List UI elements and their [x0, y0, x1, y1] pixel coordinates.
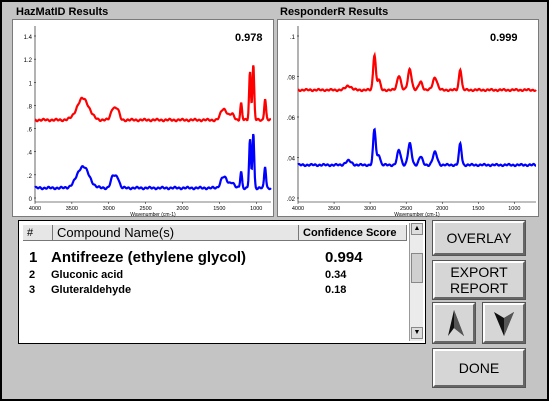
arrow-up-icon [448, 310, 464, 336]
result-row-number: 2 [29, 269, 36, 281]
responder-spectrum-plot: .1 .08 .06 .04 .02 4000 3500 3000 2500 2000 1500 10… [277, 19, 539, 218]
hazmatid-score: 0.978 [235, 32, 263, 44]
export-button-line2: REPORT [449, 280, 509, 296]
responder-x-axis-label: Wavenumber (cm-1) [394, 212, 440, 218]
result-row-1[interactable]: 1 Antifreeze (ethylene glycol) 0.994 [19, 249, 409, 269]
hazmatid-y-tick-label: 1 [29, 81, 33, 87]
responder-x-tick-label: 1500 [472, 206, 484, 212]
result-row-score: 0.34 [325, 269, 347, 281]
result-row-number: 3 [29, 284, 36, 296]
responder-y-tick-label: .08 [287, 76, 296, 82]
hazmatid-x-axis-label: Wavenumber (cm-1) [130, 212, 176, 218]
hazmatid-y-tick-label: 1.4 [24, 35, 33, 41]
hazmatid-reference-trace [34, 65, 272, 123]
hazmatid-y-tick-label: .4 [27, 151, 33, 157]
hazmatid-x-tick-label: 1500 [213, 206, 225, 212]
hazmatid-sample-trace [34, 133, 272, 191]
responder-y-tick-label: .02 [287, 197, 296, 203]
hazmatid-y-tick-label: 1.2 [24, 58, 33, 64]
hazmatid-y-tick-label: .2 [27, 174, 33, 180]
responder-x-tick-label: 2000 [436, 206, 448, 212]
result-row-name: Gluteraldehyde [51, 284, 132, 296]
hazmatid-x-tick-label: 1000 [250, 206, 262, 212]
result-row-2[interactable]: 2 Gluconic acid 0.34 [19, 269, 409, 284]
scroll-up-icon[interactable]: ▲ [411, 223, 423, 235]
scroll-down-icon[interactable]: ▼ [411, 327, 423, 339]
result-row-name: Antifreeze (ethylene glycol) [51, 249, 247, 266]
responder-x-tick-label: 4000 [292, 206, 304, 212]
hazmatid-y-tick-label: 0 [29, 197, 33, 203]
responder-y-tick-label: .04 [287, 157, 296, 163]
hazmatid-title: HazMatID Results [16, 6, 109, 18]
export-button-line1: EXPORT [450, 264, 508, 280]
done-button-label: DONE [458, 360, 500, 376]
header-compound-name: Compound Name(s) [53, 225, 299, 241]
responder-y-tick-label: .1 [290, 35, 296, 41]
result-row-3[interactable]: 3 Gluteraldehyde 0.18 [19, 284, 409, 299]
result-row-name: Gluconic acid [51, 269, 124, 281]
export-report-button[interactable]: EXPORT REPORT [432, 260, 526, 300]
arrow-down-icon [494, 312, 514, 336]
hazmatid-x-tick-label: 4000 [29, 206, 41, 212]
result-row-score: 0.994 [325, 249, 363, 266]
scroll-thumb[interactable] [411, 253, 423, 283]
hazmatid-y-tick-label: .6 [27, 128, 33, 134]
responder-title: ResponderR Results [280, 6, 389, 18]
responder-spectrum-chart: .1 .08 .06 .04 .02 4000 3500 3000 2500 2000 1500 10… [287, 26, 537, 218]
move-down-button[interactable] [482, 302, 526, 344]
table-scrollbar[interactable]: ▲ ▼ [409, 223, 423, 341]
responder-x-tick-label: 3500 [328, 206, 340, 212]
responder-reference-trace [297, 51, 537, 93]
overlay-button-label: OVERLAY [446, 230, 512, 246]
results-table: # Compound Name(s) Confidence Score 1 An… [18, 220, 426, 344]
hazmatid-spectrum-chart: 1.4 1.2 1 .8 .6 .4 .2 0 4000 3500 3000 2500 2000 1500… [24, 26, 272, 218]
hazmatid-x-tick-label: 2000 [176, 206, 188, 212]
responder-x-tick-label: 2500 [400, 206, 412, 212]
hazmatid-spectrum-plot: 1.4 1.2 1 .8 .6 .4 .2 0 4000 3500 3000 2500 2000 1500… [12, 19, 274, 218]
responder-x-tick-label: 3000 [364, 206, 376, 212]
move-up-button[interactable] [432, 302, 476, 344]
result-row-number: 1 [29, 249, 38, 266]
hazmatid-x-tick-label: 3500 [66, 206, 78, 212]
responder-x-tick-label: 1000 [508, 206, 520, 212]
header-number: # [23, 225, 53, 241]
hazmatid-x-tick-label: 2500 [140, 206, 152, 212]
hazmatid-y-tick-label: .8 [27, 104, 33, 110]
responder-sample-trace [297, 127, 537, 168]
header-confidence-score: Confidence Score [299, 225, 407, 241]
done-button[interactable]: DONE [432, 348, 526, 388]
hazmatid-x-tick-label: 3000 [103, 206, 115, 212]
responder-score: 0.999 [490, 32, 518, 44]
responder-y-tick-label: .06 [287, 116, 296, 122]
result-row-score: 0.18 [325, 284, 347, 296]
overlay-button[interactable]: OVERLAY [432, 220, 526, 256]
